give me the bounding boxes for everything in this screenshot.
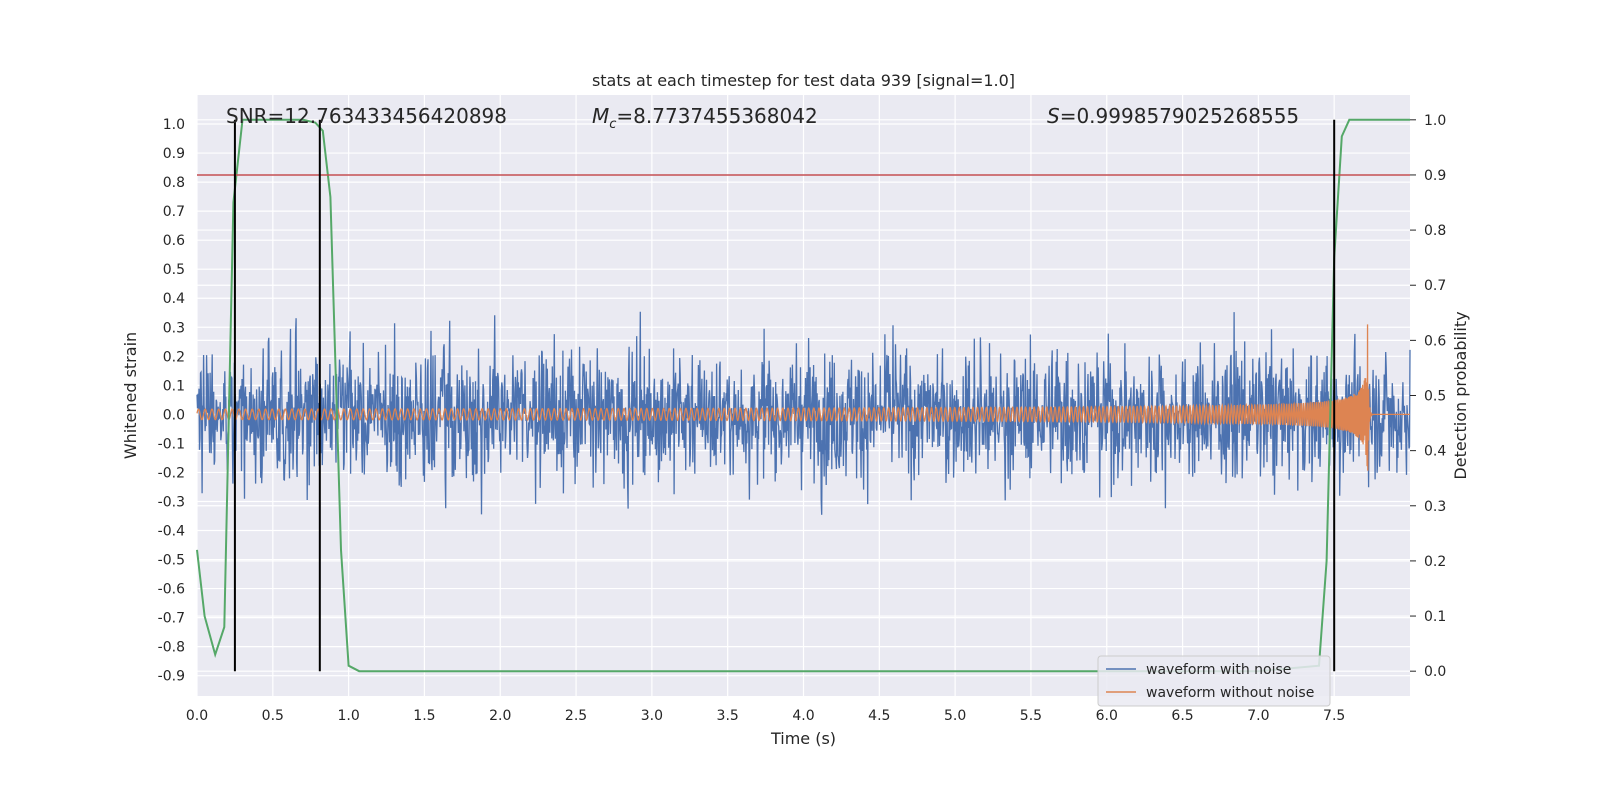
x-tick-label: 2.0 bbox=[489, 708, 511, 724]
chart-title: stats at each timestep for test data 939… bbox=[592, 71, 1015, 90]
right-tick-label: 0.8 bbox=[1424, 223, 1446, 239]
right-tick-label: 0.5 bbox=[1424, 389, 1446, 405]
right-axis-label: Detection probability bbox=[1451, 311, 1470, 479]
legend-entry-clean: waveform without noise bbox=[1146, 685, 1314, 701]
y-tick-label: -0.5 bbox=[158, 553, 185, 569]
y-tick-label: 0.6 bbox=[163, 233, 185, 249]
y-tick-label: -0.7 bbox=[158, 611, 185, 627]
x-tick-label: 2.5 bbox=[565, 708, 587, 724]
y-tick-label: -0.8 bbox=[158, 640, 185, 656]
x-tick-label: 3.0 bbox=[641, 708, 663, 724]
x-tick-label: 5.0 bbox=[944, 708, 966, 724]
y-tick-label: 0.4 bbox=[163, 291, 185, 307]
y-tick-label: -0.4 bbox=[158, 524, 185, 540]
x-tick-label: 3.5 bbox=[717, 708, 739, 724]
right-tick-label: 0.4 bbox=[1424, 444, 1446, 460]
score-annotation: S=0.9998579025268555 bbox=[1047, 104, 1299, 128]
chirp-mass-symbol: M bbox=[592, 104, 609, 128]
y-tick-label: 0.2 bbox=[163, 349, 185, 365]
vertical-markers bbox=[233, 119, 1336, 672]
chirp-mass-subscript: c bbox=[609, 117, 616, 132]
x-tick-label: 0.0 bbox=[186, 708, 208, 724]
x-tick-label: 5.5 bbox=[1020, 708, 1042, 724]
right-tick-label: 1.0 bbox=[1424, 113, 1446, 129]
x-axis-label: Time (s) bbox=[770, 729, 836, 748]
x-tick-label: 0.5 bbox=[262, 708, 284, 724]
chirp-mass-annotation: Mc=8.7737455368042 bbox=[592, 104, 818, 132]
y-tick-label: -0.6 bbox=[158, 582, 185, 598]
legend-entry-noise: waveform with noise bbox=[1146, 662, 1291, 678]
snr-annotation: SNR=12.763433456420898 bbox=[226, 104, 507, 128]
x-tick-label: 6.5 bbox=[1171, 708, 1193, 724]
chirp-mass-value: =8.7737455368042 bbox=[616, 104, 817, 128]
y-axis-label: Whitened strain bbox=[121, 332, 140, 459]
legend-box bbox=[1097, 655, 1331, 707]
y-tick-label: 0.3 bbox=[163, 320, 185, 336]
right-tick-label: 0.6 bbox=[1424, 333, 1446, 349]
y-tick-label: -0.3 bbox=[158, 494, 185, 510]
probability-line bbox=[196, 118, 1410, 673]
y-tick-label: 0.8 bbox=[163, 175, 185, 191]
y-tick-label: -0.1 bbox=[158, 436, 185, 452]
y-tick-label: 1.0 bbox=[163, 117, 185, 133]
legend: waveform with noise waveform without noi… bbox=[1097, 655, 1331, 707]
right-tick-label: 0.2 bbox=[1424, 554, 1446, 570]
x-tick-label: 7.5 bbox=[1323, 708, 1345, 724]
y-tick-label: 0.9 bbox=[163, 146, 185, 162]
right-tick-label: 0.9 bbox=[1424, 168, 1446, 184]
noise-waveform-line bbox=[196, 311, 1411, 515]
x-axis-ticks: 0.0 0.5 1.0 1.5 2.0 2.5 3.0 3.5 4.0 4.5 5.0 5.5 6.0 6… bbox=[186, 708, 1345, 724]
score-symbol: S bbox=[1047, 104, 1060, 128]
y-tick-label: -0.2 bbox=[158, 465, 185, 481]
x-tick-label: 4.0 bbox=[792, 708, 814, 724]
y-tick-label: 0.7 bbox=[163, 204, 185, 220]
score-value: =0.9998579025268555 bbox=[1060, 104, 1299, 128]
series-detection-probability bbox=[196, 118, 1410, 673]
right-tick-label: 0.3 bbox=[1424, 499, 1446, 515]
x-tick-label: 6.0 bbox=[1096, 708, 1118, 724]
y-tick-label: 0.5 bbox=[163, 262, 185, 278]
right-tick-label: 0.0 bbox=[1424, 664, 1446, 680]
clean-waveform-line bbox=[196, 324, 1410, 471]
y-tick-label: 0.0 bbox=[163, 407, 185, 423]
x-tick-label: 7.0 bbox=[1247, 708, 1269, 724]
right-axis-ticks: 1.0 0.9 0.8 0.7 0.6 0.5 0.4 0.3 0.2 0.1 0.0 bbox=[1410, 113, 1446, 680]
y-tick-label: -0.9 bbox=[158, 669, 185, 685]
series-waveform-without-noise bbox=[196, 324, 1410, 471]
series-waveform-with-noise bbox=[196, 311, 1411, 515]
y-axis-ticks: 1.0 0.9 0.8 0.7 0.6 0.5 0.4 0.3 0.2 0.1 0.0 -0.1 -0.… bbox=[158, 117, 185, 685]
x-tick-label: 1.0 bbox=[337, 708, 359, 724]
right-tick-label: 0.7 bbox=[1424, 278, 1446, 294]
x-tick-label: 4.5 bbox=[868, 708, 890, 724]
y-tick-label: 0.1 bbox=[163, 378, 185, 394]
x-tick-label: 1.5 bbox=[413, 708, 435, 724]
right-tick-label: 0.1 bbox=[1424, 609, 1446, 625]
